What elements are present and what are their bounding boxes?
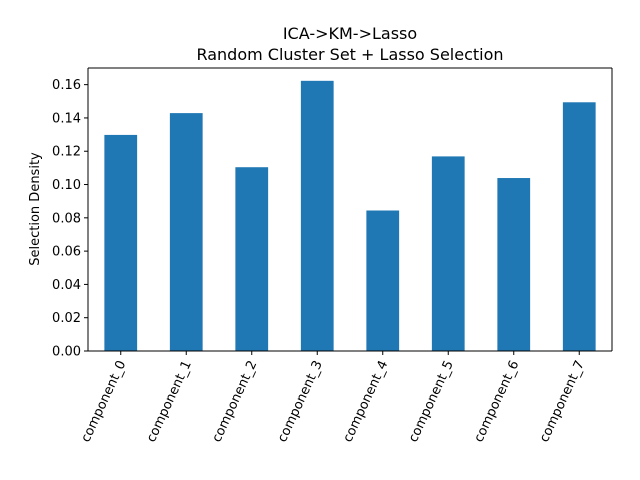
y-tick-label: 0.12 (52, 145, 81, 160)
y-tick-label: 0.08 (52, 211, 81, 226)
y-tick-label: 0.16 (52, 78, 81, 93)
x-tick-label: component_3 (275, 358, 326, 444)
bar-component_6 (497, 178, 531, 351)
y-tick-label: 0.14 (52, 111, 81, 126)
y-tick-label: 0.00 (52, 345, 81, 360)
bar-component_1 (169, 113, 203, 351)
y-tick-label: 0.10 (52, 178, 81, 193)
x-tick-label: component_6 (472, 358, 523, 444)
x-tick-label: component_1 (144, 358, 195, 444)
bar-component_0 (104, 134, 138, 351)
bar-component_2 (235, 167, 269, 351)
x-tick-label: component_2 (210, 358, 261, 444)
chart-subtitle: Random Cluster Set + Lasso Selection (196, 45, 503, 64)
bar-component_5 (431, 156, 465, 351)
y-tick-label: 0.04 (52, 278, 81, 293)
y-tick-label: 0.02 (52, 311, 81, 326)
x-tick-label: component_4 (341, 358, 392, 444)
bar-component_4 (366, 210, 400, 351)
y-tick-label: 0.06 (52, 245, 81, 260)
bar-component_3 (300, 80, 334, 351)
y-axis-label: Selection Density (28, 152, 43, 266)
plot-area: 0.00 0.02 0.04 0.06 0.08 0.10 0.12 0.14 0.16 comp… (52, 67, 613, 445)
chart-title: ICA->KM->Lasso (283, 24, 417, 43)
bar-component_7 (562, 102, 596, 351)
x-tick-label: component_0 (79, 358, 130, 444)
x-tick-label: component_7 (537, 358, 588, 444)
x-tick-label: component_5 (406, 358, 457, 444)
